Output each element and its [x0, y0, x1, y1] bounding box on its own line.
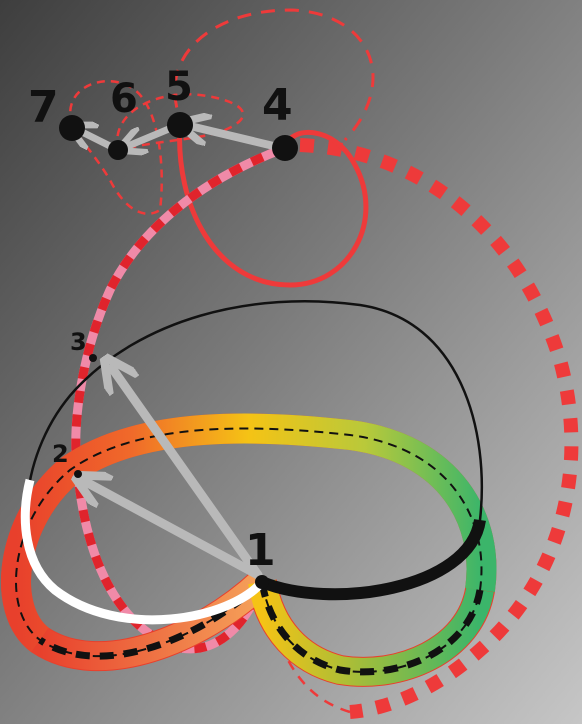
white-left-lobe [20, 478, 266, 625]
point-5 [167, 112, 193, 138]
dashed-loop-6 [68, 80, 163, 215]
label-5: 5 [165, 64, 193, 110]
upper-dashed-loop [173, 8, 375, 142]
point-1 [255, 575, 269, 589]
label-3: 3 [70, 328, 87, 356]
label-6: 6 [110, 76, 138, 122]
arrow-1-to-3 [112, 368, 263, 580]
label-7: 7 [28, 82, 59, 133]
arrow-4-to-5 [190, 126, 286, 152]
point-3 [89, 354, 97, 362]
black-right-lobe [259, 518, 486, 601]
dashed-loop-5 [115, 93, 245, 152]
label-2: 2 [52, 440, 69, 468]
point-4 [272, 135, 298, 161]
arrow-1-to-2 [86, 482, 263, 580]
label-1: 1 [245, 525, 276, 576]
point-2 [74, 470, 82, 478]
label-4: 4 [262, 80, 293, 131]
point-6 [108, 140, 128, 160]
point-7 [59, 115, 85, 141]
solid-red-loop [177, 124, 369, 288]
outer-dashed-arc [299, 138, 579, 719]
